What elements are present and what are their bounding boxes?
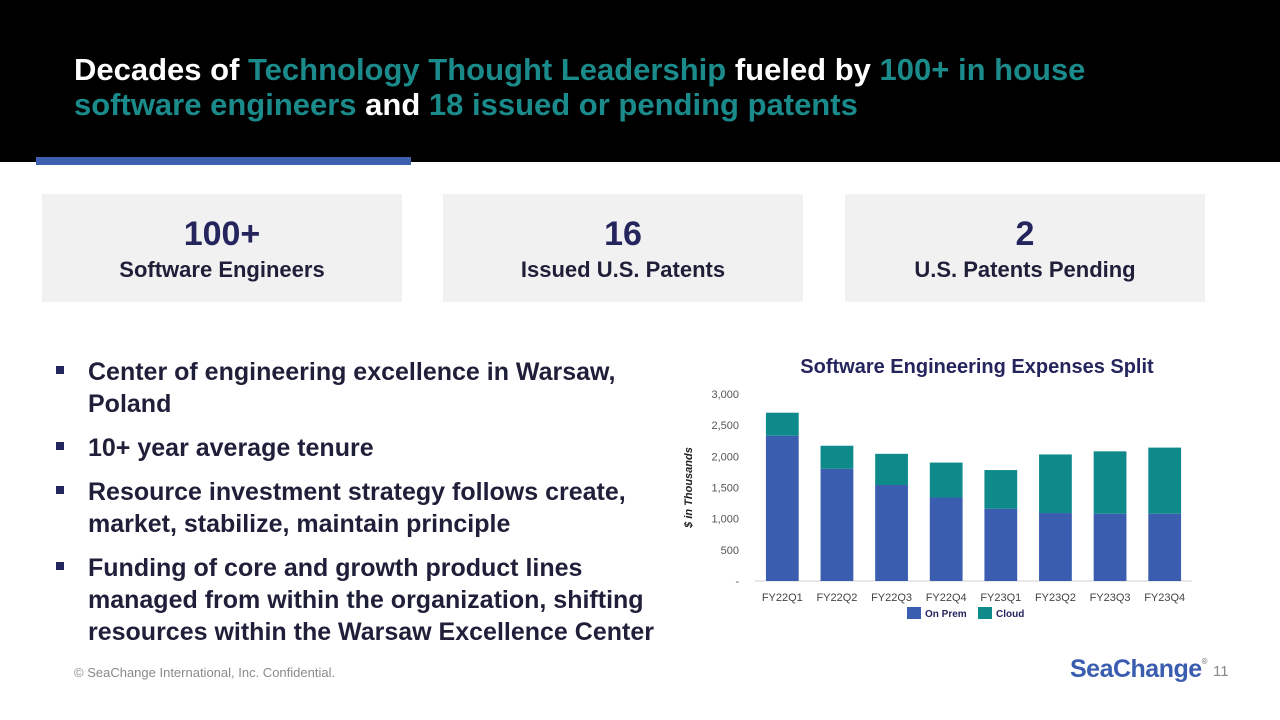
stat-box-issued-patents: 16 Issued U.S. Patents — [443, 194, 803, 302]
x-tick-label: FY23Q3 — [1090, 592, 1131, 604]
bar-cloud — [765, 412, 799, 436]
bullet-item: Resource investment strategy follows cre… — [52, 476, 662, 540]
x-tick-label: FY23Q4 — [1144, 592, 1185, 604]
x-tick-label: FY22Q1 — [762, 592, 803, 604]
bullet-item: 10+ year average tenure — [52, 432, 662, 464]
y-tick-label: 2,000 — [711, 451, 739, 463]
title-segment: Decades of — [74, 52, 249, 87]
bullet-square-icon — [56, 486, 64, 494]
bar-on-prem — [1039, 513, 1072, 581]
y-tick-label: 500 — [721, 545, 739, 557]
bullet-square-icon — [56, 562, 64, 570]
x-tick-label: FY22Q3 — [871, 592, 912, 604]
bar-on-prem — [929, 497, 963, 581]
bullet-item: Center of engineering excellence in Wars… — [52, 356, 662, 420]
page-number: 11 — [1213, 663, 1229, 680]
bullet-text: Resource investment strategy follows cre… — [88, 478, 626, 538]
title-accent-bar — [36, 157, 411, 165]
bar-cloud — [1039, 454, 1072, 514]
stat-value: 16 — [604, 215, 642, 253]
bullet-text: Funding of core and growth product lines… — [88, 554, 654, 646]
y-tick-label: 3,000 — [711, 389, 739, 401]
expenses-chart: - 500 1,000 1,500 2,000 2,500 3,000 $ in Thousa… — [683, 389, 1192, 620]
title-segment: 18 issued or pending patents — [428, 87, 858, 122]
bar-on-prem — [1093, 513, 1127, 581]
y-tick-label: 1,000 — [711, 514, 739, 526]
logo-text: SeaChange — [1070, 655, 1202, 683]
legend-label: Cloud — [996, 609, 1024, 620]
bar-cloud — [820, 445, 854, 469]
stat-box-pending-patents: 2 U.S. Patents Pending — [845, 194, 1205, 302]
stat-label: U.S. Patents Pending — [914, 257, 1136, 282]
x-tick-label: FY22Q4 — [926, 592, 967, 604]
title-segment: fueled by — [726, 52, 880, 87]
confidential-note: © SeaChange International, Inc. Confiden… — [74, 665, 336, 680]
slide-title: Decades of Technology Thought Leadership… — [74, 52, 1194, 122]
bar-on-prem — [820, 468, 854, 581]
stat-value: 2 — [1015, 215, 1035, 253]
bar-cloud — [1148, 447, 1182, 514]
title-segment: 100+ in house software engineers — [74, 52, 1086, 122]
bar-cloud — [1093, 451, 1127, 514]
bar-cloud — [875, 453, 908, 486]
bar-on-prem — [984, 508, 1018, 581]
title-segment: and — [356, 87, 429, 122]
x-tick-label: FY22Q2 — [816, 592, 857, 604]
bar-on-prem — [765, 435, 799, 581]
x-tick-label: FY23Q1 — [980, 592, 1021, 604]
registered-mark: ® — [1201, 657, 1208, 666]
x-tick-label: FY23Q2 — [1035, 592, 1076, 604]
y-tick-label: 1,500 — [711, 483, 739, 495]
bullet-list: Center of engineering excellence in Wars… — [52, 356, 662, 660]
bullet-square-icon — [56, 442, 64, 450]
y-axis-label: $ in Thousands — [683, 447, 695, 529]
bullet-item: Funding of core and growth product lines… — [52, 552, 662, 648]
bar-cloud — [984, 470, 1018, 509]
bullet-square-icon — [56, 366, 64, 374]
stat-box-engineers: 100+ Software Engineers — [42, 194, 402, 302]
bullet-text: 10+ year average tenure — [88, 434, 374, 462]
stat-label: Issued U.S. Patents — [520, 257, 726, 282]
y-tick-label: - — [735, 576, 739, 588]
stat-label: Software Engineers — [119, 257, 325, 282]
chart-title: Software Engineering Expenses Split — [800, 356, 1154, 378]
legend-swatch — [907, 607, 921, 619]
bar-on-prem — [875, 485, 908, 581]
stat-value: 100+ — [183, 215, 261, 253]
y-tick-label: 2,500 — [711, 420, 739, 432]
legend-label: On Prem — [925, 609, 967, 620]
seachange-logo: SeaChange® — [1070, 655, 1208, 684]
title-segment: Technology Thought Leadership — [248, 52, 727, 87]
bar-on-prem — [1148, 513, 1182, 581]
bar-cloud — [929, 462, 963, 498]
legend-swatch — [978, 607, 992, 619]
header-band: Decades of Technology Thought Leadership… — [0, 0, 1280, 162]
bullet-text: Center of engineering excellence in Wars… — [88, 358, 616, 418]
